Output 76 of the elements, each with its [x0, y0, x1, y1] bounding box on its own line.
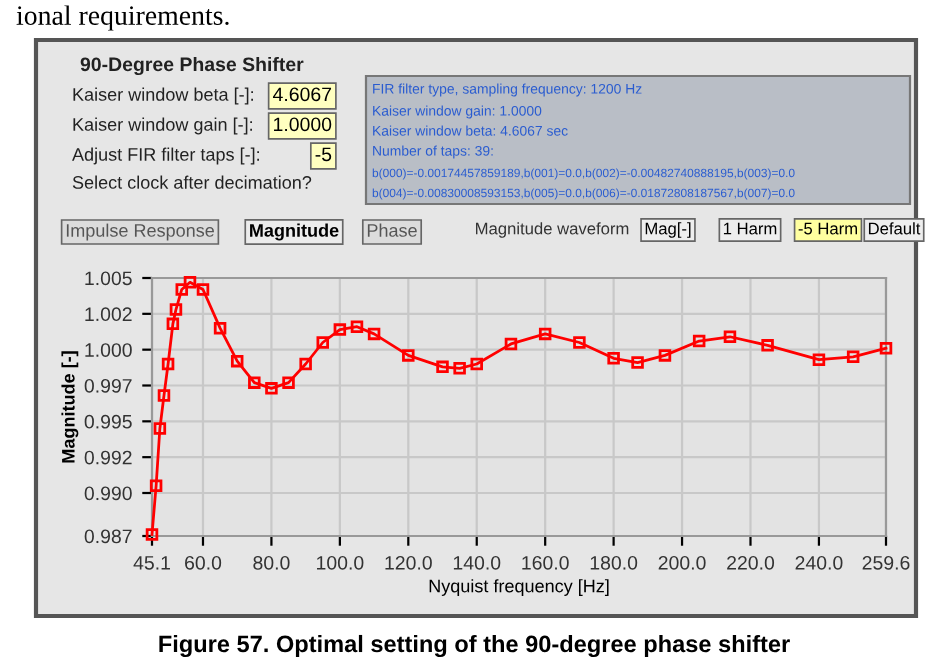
point: [879, 341, 893, 355]
y-tick-label: 0.987: [84, 529, 132, 544]
text: Select clock after decimation?: [72, 175, 312, 189]
point: [761, 339, 774, 352]
point: [812, 353, 826, 366]
x-tick-label: 180.0: [590, 555, 638, 570]
point: [213, 321, 227, 335]
text: 1 Harm: [723, 222, 777, 235]
y-tick-label: 1.000: [85, 343, 132, 357]
point: [175, 283, 189, 296]
point: [402, 349, 415, 362]
text: 4.6067: [272, 87, 332, 102]
point: [299, 357, 312, 371]
y-axis-title: Magnitude [-]: [61, 351, 79, 463]
point: [470, 357, 483, 371]
point: [196, 283, 210, 296]
point: [658, 349, 672, 362]
x-tick-label: 45.1: [133, 556, 170, 570]
point: [149, 479, 163, 493]
text: Mag[-]: [645, 222, 691, 238]
point: [169, 303, 183, 316]
point: [265, 382, 278, 395]
text: -5: [315, 147, 332, 162]
point: [248, 376, 261, 389]
x-axis-title: Nyquist frequency [Hz]: [429, 579, 609, 596]
text: Kaiser window gain [-]:: [73, 117, 252, 135]
point: [631, 356, 644, 369]
point: [504, 337, 518, 351]
point: [692, 334, 706, 348]
point: [538, 327, 552, 341]
text: Magnitude: [250, 223, 339, 241]
point: [166, 317, 180, 331]
point: [230, 354, 244, 368]
y-tick-label: 0.990: [84, 486, 132, 501]
point: [453, 362, 466, 375]
point: [333, 323, 347, 336]
point: [350, 320, 364, 333]
point: [316, 336, 329, 349]
x-tick-label: 60.0: [185, 555, 222, 570]
x-tick-label: 240.0: [795, 555, 843, 570]
x-tick-label: 259.6: [862, 555, 910, 570]
y-tick-label: 1.002: [85, 307, 132, 322]
y-tick-label: 0.992: [84, 450, 132, 465]
point: [157, 389, 171, 402]
point: [436, 360, 449, 374]
text: 90-Degree Phase Shifter: [80, 56, 304, 76]
point: [607, 352, 620, 365]
y-tick-label: 0.997: [84, 378, 132, 393]
x-tick-label: 200.0: [658, 555, 706, 570]
x-tick-label: 220.0: [727, 555, 775, 570]
point: [367, 327, 381, 341]
x-tick-label: 100.0: [317, 555, 364, 570]
y-tick-label: 0.995: [84, 414, 132, 429]
x-tick-label: 160.0: [522, 555, 569, 570]
text: Adjust FIR filter taps [-]:: [72, 147, 259, 165]
point: [573, 336, 586, 349]
point: [183, 276, 197, 289]
text: -5 Harm: [798, 222, 857, 235]
caption: Figure 57. Optimal setting of the 90-degree phase shifter: [159, 634, 790, 658]
text: Magnitude waveform: [476, 222, 629, 238]
point: [723, 330, 737, 344]
text: Impulse Response: [66, 223, 214, 241]
point: [846, 350, 860, 364]
point: [145, 528, 159, 541]
x-tick-label: 140.0: [453, 555, 501, 570]
text: 1.0000: [274, 117, 332, 132]
point: [282, 376, 295, 389]
x-tick-label: 120.0: [385, 555, 432, 570]
x-tick-label: 80.0: [253, 555, 290, 570]
text: ional requirements.: [16, 5, 229, 31]
text: Default: [868, 222, 921, 235]
point: [153, 422, 167, 435]
point: [161, 357, 175, 371]
text: Kaiser window beta [-]:: [73, 87, 253, 105]
y-tick-label: 1.005: [85, 271, 132, 286]
text: Phase: [367, 223, 417, 237]
